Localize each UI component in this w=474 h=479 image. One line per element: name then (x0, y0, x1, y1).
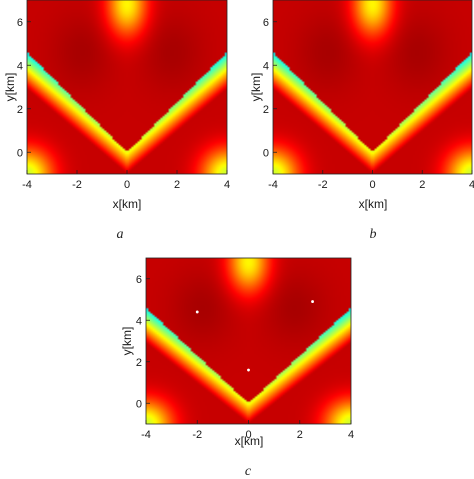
source-marker (311, 300, 314, 303)
panel-a-heatmap (26, 0, 228, 175)
y-tick-label: 4 (136, 315, 142, 327)
panel-a-y-ticks: 0 2 4 6 (17, 17, 31, 159)
source-marker (247, 368, 250, 372)
x-tick-label: 4 (348, 429, 354, 441)
y-tick-label: 2 (17, 104, 23, 116)
panel-b-heatmap (272, 0, 473, 175)
y-tick-label: 4 (17, 60, 23, 72)
panel-c-heatmap (145, 257, 352, 425)
panel-a-x-ticks: -4 -2 0 2 4 (22, 170, 230, 191)
panel-a-caption: a (117, 227, 124, 242)
x-tick-label: -4 (141, 429, 151, 441)
y-tick-label: 2 (263, 104, 269, 116)
heatmap-image (27, 0, 227, 174)
panel-b: -4 -2 0 2 4 0 2 4 6 x[km] y[km] b (249, 0, 474, 242)
panel-a-y-axis-label: y[km] (3, 73, 17, 102)
heatmap-image (146, 258, 351, 424)
panel-c-y-ticks: 0 2 4 6 (136, 274, 150, 410)
panel-b-caption: b (370, 227, 377, 242)
x-tick-label: 0 (124, 179, 130, 191)
source-marker (195, 310, 199, 314)
x-tick-label: 4 (469, 179, 474, 191)
panel-b-y-ticks: 0 2 4 6 (263, 17, 277, 159)
y-tick-label: 4 (263, 60, 269, 72)
x-tick-label: -4 (22, 179, 32, 191)
y-tick-label: 0 (263, 147, 269, 159)
x-tick-label: 4 (224, 179, 230, 191)
x-tick-label: -2 (318, 179, 328, 191)
panel-c-x-axis-label: x[km] (235, 434, 264, 448)
panel-c: -4 -2 0 2 4 0 2 4 6 x[km] y[km] c (120, 257, 354, 479)
panel-b-y-axis-label: y[km] (249, 73, 263, 102)
panel-b-x-axis-label: x[km] (359, 197, 388, 211)
x-tick-label: -2 (72, 179, 82, 191)
x-tick-label: 2 (174, 179, 180, 191)
panel-c-y-axis-label: y[km] (120, 327, 134, 356)
x-tick-label: 0 (245, 429, 251, 441)
panel-a: -4 -2 0 2 4 0 2 4 6 x[km] y[km] a (3, 0, 230, 242)
x-tick-label: 2 (297, 429, 303, 441)
x-tick-label: -2 (192, 429, 202, 441)
panel-c-x-ticks: -4 -2 0 2 4 (141, 420, 354, 441)
panel-c-caption: c (245, 464, 252, 479)
y-tick-label: 6 (263, 17, 269, 29)
panel-a-x-axis-label: x[km] (113, 197, 142, 211)
heatmap-image (273, 0, 472, 174)
y-tick-label: 2 (136, 357, 142, 369)
y-tick-label: 6 (136, 274, 142, 286)
y-tick-label: 6 (17, 17, 23, 29)
x-tick-label: 0 (369, 179, 375, 191)
x-tick-label: 2 (419, 179, 425, 191)
y-tick-label: 0 (136, 398, 142, 410)
x-tick-label: -4 (268, 179, 278, 191)
y-tick-label: 0 (17, 147, 23, 159)
panel-b-x-ticks: -4 -2 0 2 4 (268, 170, 474, 191)
